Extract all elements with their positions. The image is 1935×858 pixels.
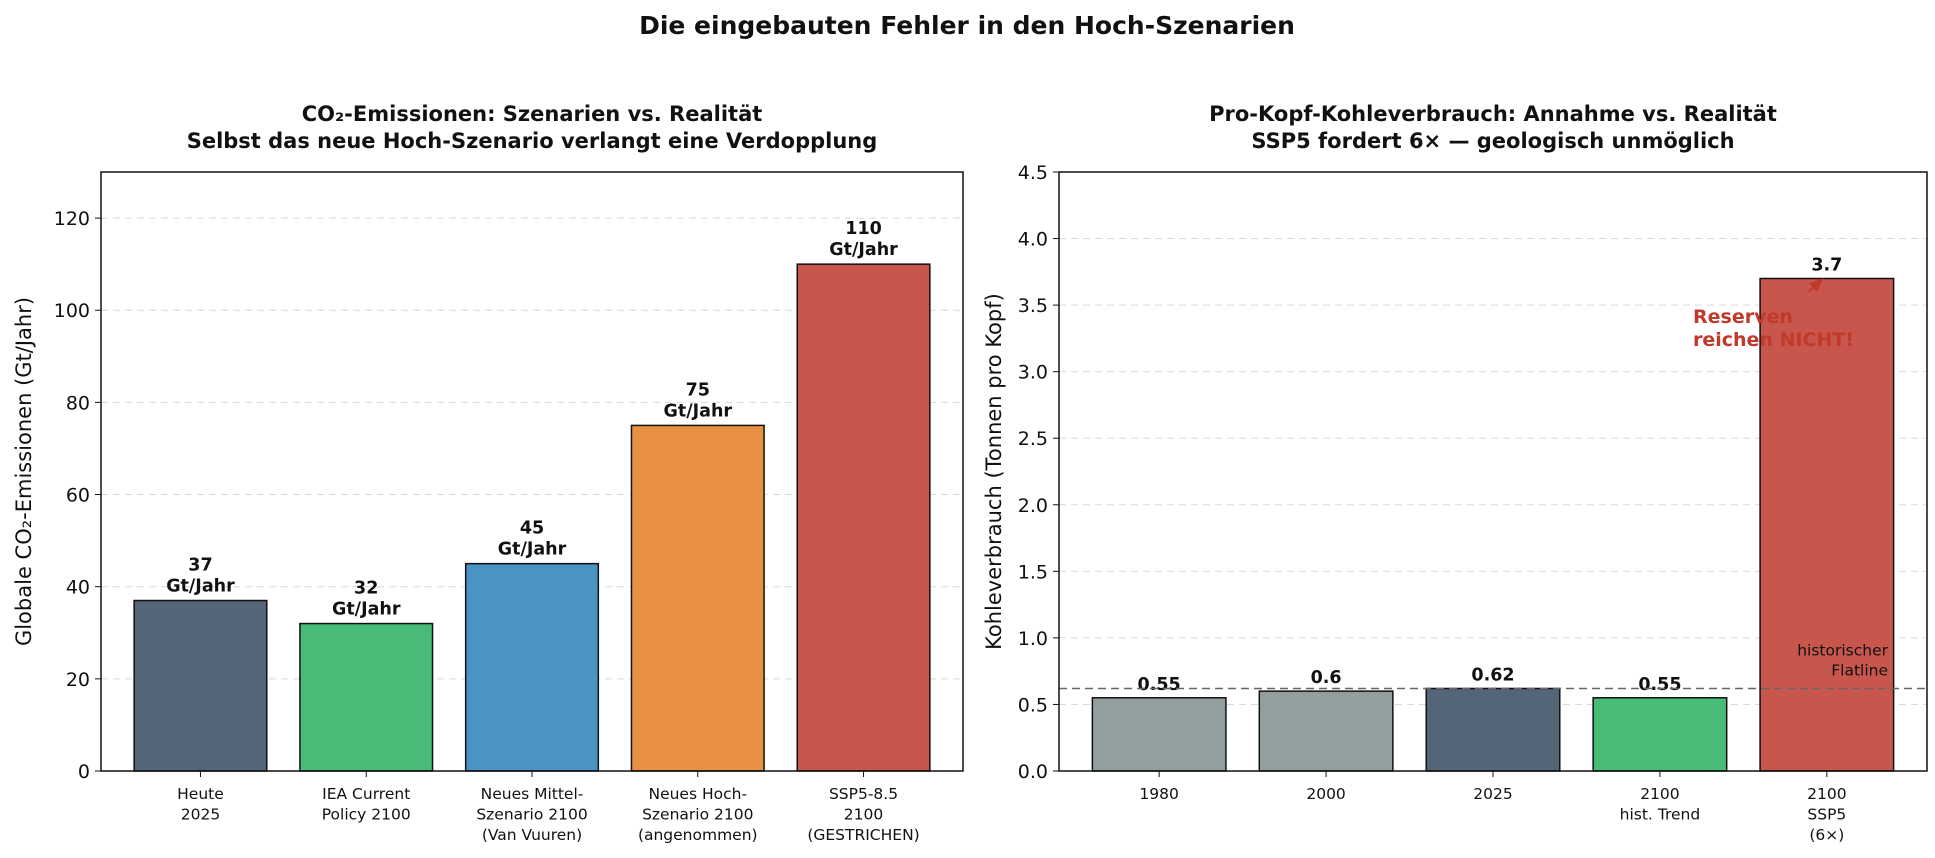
axes-frame (100, 171, 964, 772)
data-label: Gt/Jahr (498, 540, 567, 560)
reference-line-label: historischer (1797, 641, 1888, 659)
bar (1425, 687, 1561, 772)
bar (464, 562, 600, 772)
chart-title: Selbst das neue Hoch-Szenario verlangt e… (187, 129, 878, 153)
x-tick-label: 2100 (1807, 785, 1846, 803)
y-tick-label: 120 (54, 208, 90, 230)
bar (630, 424, 765, 772)
y-tick-label: 80 (66, 392, 90, 414)
x-tick-label: SSP5-8.5 (829, 785, 898, 803)
y-axis-label: Kohleverbrauch (Tonnen pro Kopf) (982, 293, 1006, 650)
co2-emissions-chart: CO₂-Emissionen: Szenarien vs. Realität Se… (12, 102, 964, 844)
x-tick-label: Szenario 2100 (476, 806, 587, 824)
x-tick-label: 2000 (1306, 785, 1345, 803)
y-tick-label: 2.0 (1018, 495, 1048, 517)
x-tick-label: 2025 (1473, 785, 1512, 803)
annotation-arrow (1808, 278, 1824, 293)
data-label: 0.62 (1471, 665, 1514, 685)
chart-title: Pro-Kopf-Kohleverbrauch: Annahme vs. Rea… (1209, 102, 1777, 126)
data-label: 3.7 (1811, 255, 1842, 275)
x-tick-label: (GESTRICHEN) (807, 826, 919, 844)
data-label: 75 (686, 380, 710, 400)
y-tick-label: 3.5 (1018, 295, 1048, 317)
x-tick-label: IEA Current (322, 785, 410, 803)
y-tick-label: 4.5 (1018, 162, 1048, 184)
y-tick-label: 1.5 (1018, 561, 1048, 583)
x-tick-label: (6×) (1809, 826, 1844, 844)
x-tick-label: (angenommen) (638, 826, 758, 844)
annotation-text: Reserven (1693, 306, 1793, 328)
bar (1091, 697, 1227, 772)
coal-per-capita-chart: Pro-Kopf-Kohleverbrauch: Annahme vs. Rea… (982, 102, 1928, 844)
reference-line-label: Flatline (1831, 661, 1888, 679)
data-label: Gt/Jahr (829, 240, 898, 260)
data-label: Gt/Jahr (166, 577, 235, 597)
data-label: 37 (188, 556, 212, 576)
data-label: 45 (520, 519, 544, 539)
x-tick-label: (Van Vuuren) (482, 826, 582, 844)
axes-frame (1058, 171, 1928, 772)
y-tick-label: 20 (66, 669, 90, 691)
x-tick-label: 1980 (1139, 785, 1178, 803)
x-tick-label: Heute (177, 785, 224, 803)
bar (1258, 690, 1394, 772)
data-label: 32 (354, 579, 378, 599)
data-label: 0.6 (1311, 668, 1342, 688)
y-tick-label: 100 (54, 300, 90, 322)
y-tick-label: 60 (66, 485, 90, 507)
x-tick-label: 2025 (181, 806, 220, 824)
y-tick-label: 0.0 (1018, 761, 1048, 783)
figure-title: Die eingebauten Fehler in den Hoch-Szena… (639, 11, 1295, 40)
x-tick-label: Neues Mittel- (481, 785, 584, 803)
x-tick-label: Szenario 2100 (642, 806, 753, 824)
x-tick-label: Neues Hoch- (648, 785, 747, 803)
y-axis-label: Globale CO₂-Emissionen (Gt/Jahr) (12, 297, 36, 646)
y-tick-label: 0.5 (1018, 694, 1048, 716)
y-tick-label: 40 (66, 577, 90, 599)
y-tick-label: 3.0 (1018, 362, 1048, 384)
x-tick-label: 2100 (1640, 785, 1679, 803)
x-tick-label: Policy 2100 (322, 806, 411, 824)
bar (1759, 277, 1895, 772)
bar (796, 263, 931, 772)
x-tick-label: hist. Trend (1620, 806, 1701, 824)
bar (1592, 697, 1728, 772)
chart-title: SSP5 fordert 6× — geologisch unmöglich (1251, 129, 1734, 153)
data-label: 0.55 (1138, 675, 1181, 695)
data-label: 110 (845, 219, 882, 239)
annotation-text: reichen NICHT! (1693, 329, 1854, 351)
y-tick-label: 0 (78, 761, 90, 783)
chart-title: CO₂-Emissionen: Szenarien vs. Realität (302, 102, 763, 126)
bar (133, 599, 268, 772)
y-tick-label: 4.0 (1018, 229, 1048, 251)
y-tick-label: 1.0 (1018, 628, 1048, 650)
data-label: Gt/Jahr (332, 600, 401, 620)
data-label: Gt/Jahr (664, 401, 733, 421)
data-label: 0.55 (1638, 675, 1681, 695)
x-tick-label: SSP5 (1807, 806, 1846, 824)
y-tick-label: 2.5 (1018, 428, 1048, 450)
bar (299, 622, 434, 772)
x-tick-label: 2100 (844, 806, 883, 824)
